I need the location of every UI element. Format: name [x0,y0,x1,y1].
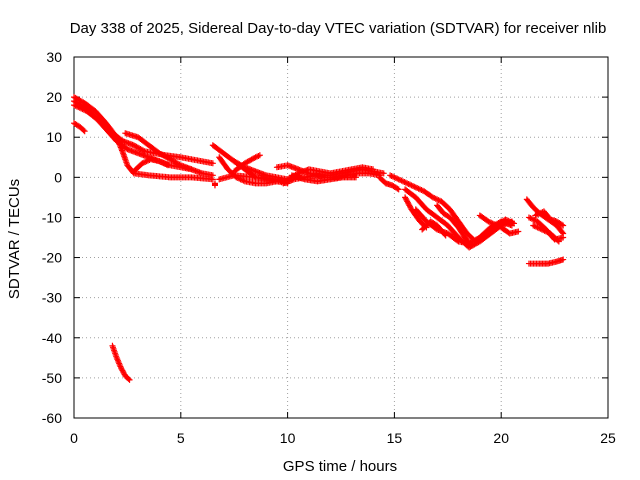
data-point [423,224,430,231]
x-axis-label: GPS time / hours [283,458,397,475]
x-tick-label: 25 [600,430,616,446]
y-tick-label: -40 [42,330,62,346]
data-point [441,231,448,238]
data-point [468,242,475,249]
data-track [476,212,518,229]
y-axis-ticks: -60 -50 -40 -30 -20 -10 0 10 20 30 [42,49,608,426]
data-track [376,174,402,193]
data-track [530,222,562,245]
data-track [412,206,505,247]
data-point [140,147,147,154]
y-tick-label: -30 [42,290,62,306]
data-point [176,161,183,168]
data-point [554,237,561,244]
data-track [211,180,218,189]
data-track [498,224,522,237]
y-tick-label: -20 [42,250,62,266]
data-point [454,237,461,244]
plot-frame [73,56,609,419]
data-point [125,375,132,382]
data-point [394,185,401,192]
y-tick-label: 30 [46,49,62,65]
data-point [209,172,216,179]
data-point [467,241,474,248]
x-tick-label: 5 [177,430,185,446]
data-point [188,166,195,173]
data-point [422,223,429,230]
data-track [532,208,567,229]
data-point [352,174,359,181]
plot-border [73,56,609,419]
data-track [130,156,171,175]
x-tick-label: 0 [70,430,78,446]
data-point [560,256,567,263]
data-track [402,194,430,231]
x-tick-label: 10 [280,430,296,446]
y-axis-label: SDTVAR / TECUs [6,179,23,299]
data-point [126,376,133,383]
y-tick-label: -10 [42,209,62,225]
data-markers [71,94,567,383]
data-track [109,342,133,383]
data-point [559,229,566,236]
y-tick-label: -60 [42,410,62,426]
data-track [122,130,195,173]
y-tick-label: 10 [46,129,62,145]
data-point [256,152,263,159]
data-point [558,221,565,228]
data-track [525,256,567,267]
grid-lines [74,57,608,418]
data-point [560,234,567,241]
y-tick-label: 0 [54,169,62,185]
data-point [80,127,87,134]
data-point [81,128,88,135]
data-point [511,220,518,227]
y-tick-label: 20 [46,89,62,105]
data-point [555,238,562,245]
x-tick-label: 15 [387,430,403,446]
data-track [231,152,263,175]
data-point [442,232,449,239]
y-tick-label: -50 [42,370,62,386]
x-tick-label: 20 [493,430,509,446]
data-point [515,228,522,235]
data-track [288,172,359,185]
data-point [370,166,377,173]
data-track [434,202,475,249]
chart-title: Day 338 of 2025, Sidereal Day-to-day VTE… [70,20,607,37]
x-axis-ticks: 0 5 10 15 20 25 [70,57,616,446]
data-point [211,182,218,189]
data-point [380,170,387,177]
data-track [71,120,88,135]
data-track [419,218,449,239]
data-point [395,186,402,193]
data-point [560,222,567,229]
data-point [209,160,216,167]
data-point [164,162,171,169]
